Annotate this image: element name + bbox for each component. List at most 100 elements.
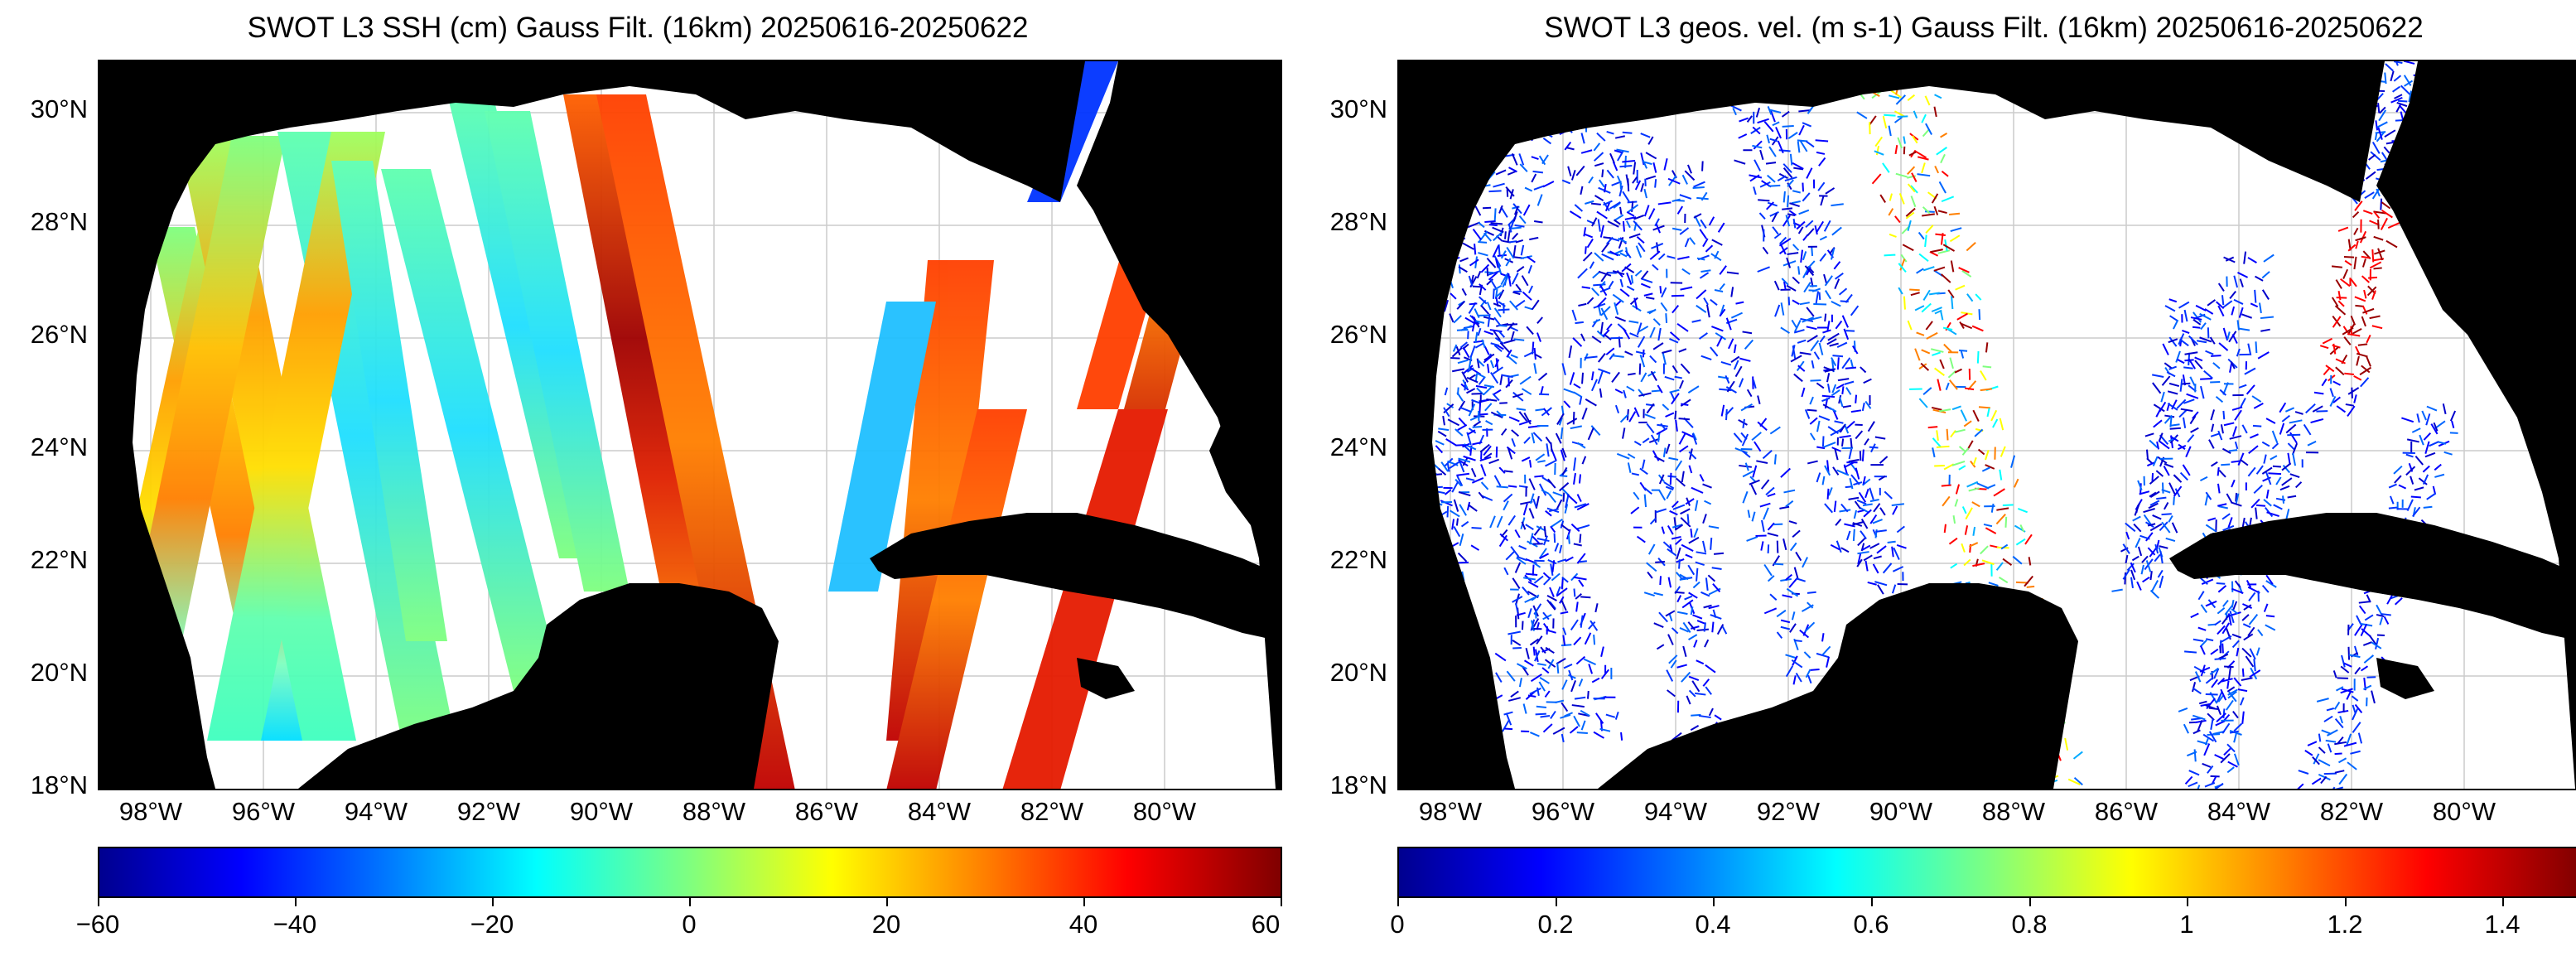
velocity-arrow — [1637, 336, 1646, 348]
velocity-arrow — [1855, 394, 1858, 403]
velocity-arrow — [1676, 477, 1686, 487]
velocity-arrow — [1948, 212, 1961, 215]
velocity-arrow — [1495, 291, 1503, 298]
x-tick-98w: 98°W — [1418, 797, 1483, 826]
velocity-arrow — [1540, 714, 1551, 718]
velocity-arrow — [1781, 110, 1790, 118]
velocity-arrow — [2000, 446, 2006, 457]
velocity-arrow — [1687, 385, 1700, 394]
velocity-arrow — [1581, 456, 1587, 465]
velocity-arrow — [1889, 233, 1897, 238]
velocity-arrow — [2199, 577, 2208, 585]
velocity-arrow — [1518, 678, 1522, 688]
velocity-arrow — [2362, 210, 2373, 215]
velocity-arrow — [1907, 320, 1913, 331]
velocity-arrow — [1754, 159, 1762, 171]
velocity-arrow — [1690, 725, 1700, 732]
velocity-arrow — [2243, 633, 2254, 641]
velocity-arrow — [1858, 491, 1867, 503]
velocity-arrow — [1493, 330, 1502, 341]
velocity-arrow — [1793, 373, 1803, 383]
velocity-arrow — [2253, 659, 2256, 672]
velocity-arrow — [1824, 465, 1831, 476]
velocity-arrow — [2336, 297, 2347, 299]
velocity-arrow — [1636, 322, 1643, 336]
velocity-arrow — [1552, 491, 1563, 497]
velocity-arrow — [2206, 698, 2216, 710]
velocity-arrow — [1650, 370, 1657, 381]
velocity-arrow — [1514, 299, 1526, 308]
velocity-arrow — [1507, 229, 1511, 243]
velocity-arrow — [2347, 405, 2356, 418]
velocity-arrow — [1845, 420, 1855, 429]
velocity-arrow — [1560, 427, 1564, 440]
velocity-arrow — [1840, 547, 1850, 553]
velocity-arrow — [1816, 420, 1821, 432]
velocity-arrow — [1548, 493, 1556, 504]
velocity-arrow — [2156, 496, 2167, 500]
velocity-arrow — [1902, 244, 1914, 252]
velocity-arrow — [2361, 258, 2366, 268]
velocity-arrow — [2169, 427, 2181, 430]
velocity-arrow — [1836, 540, 1842, 553]
velocity-arrow — [1558, 417, 1563, 426]
velocity-arrow — [1494, 336, 1504, 345]
velocity-arrow — [1503, 567, 1509, 576]
velocity-arrow — [1695, 561, 1705, 566]
velocity-arrow — [1684, 595, 1693, 601]
velocity-arrow — [1933, 205, 1939, 215]
velocity-arrow — [1527, 694, 1536, 698]
velocity-arrow — [2390, 70, 2395, 82]
velocity-arrow — [1624, 350, 1633, 356]
velocity-arrow — [2356, 355, 2360, 366]
velocity-arrow — [2362, 641, 2372, 646]
velocity-arrow — [2376, 121, 2388, 128]
velocity-arrow — [1682, 645, 1687, 658]
velocity-arrow — [1891, 503, 1904, 507]
velocity-arrow — [1577, 524, 1590, 530]
velocity-arrow — [2247, 626, 2255, 637]
velocity-arrow — [1688, 689, 1696, 698]
velocity-arrow — [1561, 363, 1566, 376]
velocity-arrow — [1907, 94, 1916, 101]
velocity-arrow — [1750, 484, 1758, 495]
velocity-arrow — [1598, 368, 1611, 374]
velocity-arrow — [1710, 346, 1719, 357]
velocity-arrow — [1447, 418, 1460, 427]
y-tick-22n: 22°N — [1329, 545, 1387, 574]
velocity-arrow — [1788, 520, 1797, 524]
velocity-arrow — [2211, 678, 2218, 688]
velocity-arrow — [1704, 639, 1710, 648]
velocity-arrow — [1488, 270, 1500, 276]
velocity-arrow — [2376, 613, 2385, 618]
velocity-arrow — [1525, 572, 1538, 576]
velocity-arrow — [1598, 352, 1606, 363]
velocity-arrow — [1584, 632, 1592, 645]
velocity-arrow — [1606, 130, 1614, 135]
velocity-arrow — [2139, 490, 2150, 495]
velocity-arrow — [1777, 140, 1784, 154]
velocity-arrow — [2414, 486, 2424, 491]
velocity-arrow — [1675, 572, 1682, 579]
velocity-arrow — [2377, 127, 2383, 140]
velocity-arrow — [2211, 355, 2221, 357]
x-tick-80w: 80°W — [1132, 797, 1197, 826]
velocity-arrow — [2149, 476, 2159, 485]
velocity-arrow — [2369, 315, 2381, 320]
velocity-arrow — [1871, 173, 1882, 185]
velocity-arrow — [2261, 584, 2270, 593]
velocity-arrow — [2159, 545, 2168, 549]
velocity-arrow — [1806, 266, 1811, 276]
velocity-arrow — [2228, 449, 2238, 452]
velocity-arrow — [2421, 410, 2427, 421]
velocity-arrow — [1932, 437, 1942, 448]
velocity-arrow — [1561, 733, 1565, 743]
velocity-arrow — [1746, 389, 1753, 398]
velocity-arrow — [2226, 686, 2236, 693]
velocity-arrow — [1839, 509, 1851, 513]
velocity-arrow — [1458, 457, 1471, 463]
velocity-arrow — [1914, 305, 1925, 311]
velocity-arrow — [2162, 343, 2169, 355]
velocity-arrow — [1856, 499, 1867, 505]
velocity-arrow — [1515, 283, 1522, 292]
